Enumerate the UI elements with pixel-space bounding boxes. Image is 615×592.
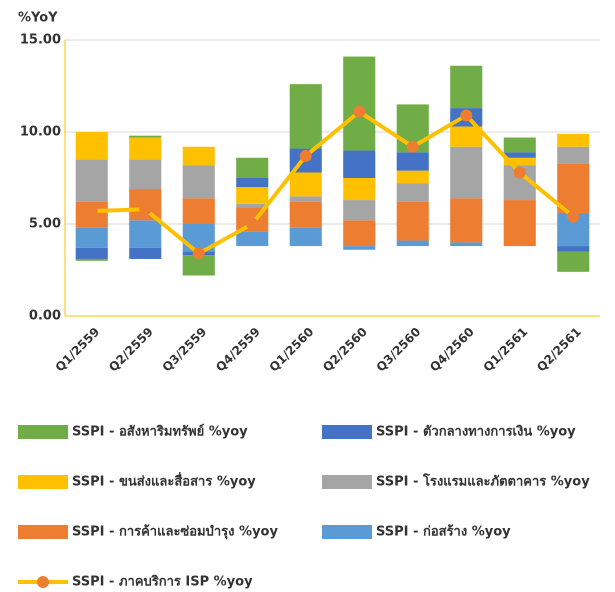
legend-label: SSPI - โรงแรมและภัตตาคาร %yoy [376, 473, 590, 490]
bar-segment [396, 152, 429, 171]
bar-segment [450, 246, 482, 316]
bar-segment [396, 183, 429, 202]
bar-segment [396, 240, 429, 247]
bar-segment [343, 220, 376, 247]
legend-swatch [322, 525, 372, 539]
legend-label: SSPI - ก่อสร้าง %yoy [376, 524, 511, 540]
legend-label: SSPI - อสังหาริมทรัพย์ %yoy [72, 424, 248, 440]
bar-segment [557, 146, 590, 164]
bar-segment [236, 246, 268, 316]
bar-segment [396, 201, 429, 241]
bar-segment [343, 200, 376, 221]
bar-segment [343, 246, 376, 250]
bar-segment [450, 146, 483, 199]
y-tick-label: 0.00 [29, 309, 61, 324]
line-marker [567, 210, 580, 223]
bar-segment [182, 198, 215, 224]
bar-segment [397, 246, 429, 316]
bar-segment [503, 137, 536, 153]
bar-segment [129, 137, 162, 160]
x-tick-label: Q1/2560 [267, 325, 317, 375]
bar-segment [557, 133, 590, 147]
bar-segment [129, 220, 162, 248]
x-tick-label: Q4/2560 [427, 325, 477, 375]
x-tick-label: Q1/2561 [481, 325, 531, 375]
x-tick-label: Q2/2561 [534, 325, 584, 375]
bar-segment [289, 172, 322, 197]
line-marker [299, 149, 312, 162]
bar-segment [450, 126, 483, 147]
y-axis-label: %YoY [18, 11, 58, 26]
bar-segment [343, 56, 376, 151]
bar-segment [343, 250, 375, 316]
y-tick-label: 15.00 [20, 33, 61, 48]
bar-segment [289, 84, 322, 149]
bar-segment [75, 159, 108, 202]
bar-segment [182, 255, 215, 276]
bar-segment [343, 150, 376, 178]
legend-label: SSPI - ภาคบริการ ISP %yoy [72, 575, 253, 590]
line-marker [85, 205, 98, 218]
bar-segment [503, 152, 536, 158]
line-marker [192, 247, 205, 260]
x-tick-label: Q2/2559 [106, 325, 156, 375]
bar-segment [236, 203, 269, 208]
bar-segment [236, 231, 269, 247]
bar-segment [557, 251, 590, 272]
x-tick-label: Q2/2560 [320, 325, 370, 375]
line-marker [460, 109, 473, 122]
line-series [91, 109, 575, 256]
legend-swatch [18, 525, 68, 539]
y-tick-label: 10.00 [20, 125, 61, 140]
legend-label: SSPI - ขนส่งและสื่อสาร %yoy [72, 472, 256, 490]
legend-swatch [322, 475, 372, 489]
bar-segment [450, 198, 483, 243]
bar-segment [504, 246, 536, 316]
bar-segment [557, 246, 590, 252]
bar-segment [290, 246, 322, 316]
x-tick-label: Q4/2559 [213, 325, 263, 375]
bar-segment [289, 201, 322, 228]
bar-segment [450, 65, 483, 109]
legend-marker [37, 576, 49, 588]
x-tick-label: Q3/2559 [160, 325, 210, 375]
bar-segment [75, 247, 108, 259]
bar-segment [289, 227, 322, 247]
bar-segment [450, 242, 483, 247]
line-marker [246, 218, 259, 230]
legend-swatch [18, 475, 68, 489]
line-marker [353, 105, 366, 118]
bar-segment [503, 200, 536, 247]
bar-segment [396, 170, 429, 184]
bar-segment [236, 157, 269, 178]
bar-segment [182, 146, 215, 166]
bar-segment [75, 227, 108, 248]
bar-segment [75, 132, 108, 160]
bar-segment [129, 135, 162, 138]
legend-label: SSPI - ตัวกลางทางการเงิน %yoy [376, 425, 576, 440]
bar-segment [557, 163, 590, 213]
bar-segment [129, 247, 162, 259]
bar-segment [236, 187, 269, 204]
y-tick-label: 5.00 [29, 217, 61, 232]
bar-segment [289, 196, 322, 202]
bar-segment [75, 258, 108, 261]
legend-swatch [18, 425, 68, 439]
bar-segment [503, 157, 536, 166]
line-marker [139, 203, 152, 216]
bar-segment [129, 159, 162, 190]
bar-segment [182, 165, 215, 199]
x-tick-label: Q1/2559 [53, 325, 103, 375]
line-marker [513, 166, 526, 179]
bar-segment [236, 178, 269, 188]
bar-segment [343, 178, 376, 201]
legend-label: SSPI - การค้าและซ่อมบำรุง %yoy [72, 524, 278, 540]
legend-swatch [322, 425, 372, 439]
line-marker [406, 140, 419, 153]
x-tick-label: Q3/2560 [374, 325, 424, 375]
